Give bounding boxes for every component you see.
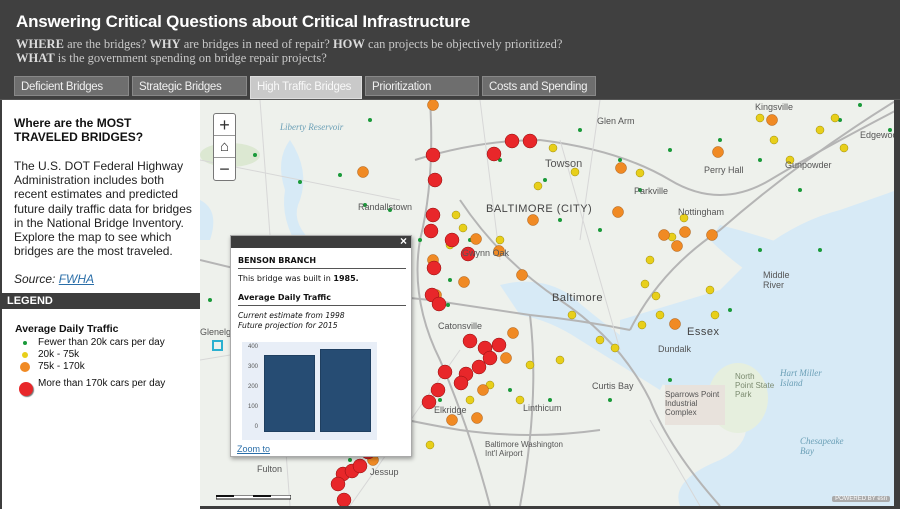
tab-deficient-bridges[interactable]: Deficient Bridges	[14, 76, 129, 96]
sidebar: Where are the MOST TRAVELED BRIDGES? The…	[0, 100, 200, 509]
map-label: Gwynn Oak	[462, 248, 510, 258]
bar-future-projection	[320, 349, 371, 432]
map-label: Hart Miller Island	[780, 368, 822, 388]
map-label: Jessup	[370, 467, 399, 477]
y-tick: 300	[247, 364, 258, 370]
map-basemap	[200, 100, 894, 506]
bridge-markers-very-high	[330, 133, 538, 506]
legend-item-very-high: More than 170k cars per day	[38, 378, 166, 389]
divider	[238, 305, 406, 306]
zoom-controls: + ⌂ −	[213, 113, 236, 181]
map-label: Dundalk	[658, 344, 692, 354]
source-line: Source: FWHA	[14, 272, 95, 286]
subtitle: WHERE are the bridges? WHY are bridges i…	[16, 37, 716, 65]
map-label: Nottingham	[678, 207, 725, 217]
home-button[interactable]: ⌂	[214, 136, 235, 158]
question-heading: Where are the MOST TRAVELED BRIDGES?	[14, 116, 144, 144]
map-label: Parkville	[634, 186, 669, 196]
legend-item-low: Fewer than 20k cars per day	[38, 337, 165, 348]
map-label: BALTIMORE (CITY)	[486, 203, 593, 215]
legend-orange-dot-icon	[20, 362, 30, 372]
map-label: Glen Arm	[597, 116, 635, 126]
map-label: North Point State Park	[735, 372, 775, 399]
traffic-bar-chart: 400 300 200 100 0	[242, 342, 377, 440]
map-label: Randallstown	[358, 202, 413, 212]
map-label: Kingsville	[755, 102, 794, 112]
zoom-to-link[interactable]: Zoom to	[237, 444, 271, 454]
legend-item-high: 75k - 170k	[38, 361, 85, 372]
tab-prioritization[interactable]: Prioritization	[365, 76, 479, 96]
legend-item-medium: 20k - 75k	[38, 349, 80, 360]
app-header: Answering Critical Questions about Criti…	[0, 0, 900, 100]
legend-title: Average Daily Traffic	[15, 323, 119, 335]
tab-strategic-bridges[interactable]: Strategic Bridges	[132, 76, 247, 96]
map-view[interactable]: Liberty Reservoir Randallstown BALTIMORE…	[200, 100, 897, 506]
map-label: Linthicum	[523, 403, 562, 413]
traffic-section-title: Average Daily Traffic	[238, 293, 331, 302]
zoom-in-button[interactable]: +	[214, 114, 235, 136]
built-year-text: This bridge was built in 1985.	[238, 274, 359, 283]
map-label: Baltimore	[552, 292, 603, 304]
powered-by-esri[interactable]: POWERED BY esri	[832, 496, 890, 502]
subtitle-line-2: WHAT is the government spending on bridg…	[16, 51, 327, 65]
y-tick: 400	[247, 344, 258, 350]
map-label: Chesapeake Bay	[800, 436, 844, 456]
bridge-info-popup: × BENSON BRANCH This bridge was built in…	[230, 234, 412, 457]
map-label: Essex	[687, 326, 720, 338]
map-label: Fulton	[257, 464, 283, 474]
bridge-name: BENSON BRANCH	[238, 256, 317, 265]
map-label: Liberty Reservoir	[280, 122, 344, 132]
y-tick: 0	[254, 424, 258, 430]
location-marker-icon	[212, 340, 223, 351]
map-label: Middle River	[763, 270, 790, 290]
bar-current-estimate	[264, 355, 315, 432]
tab-high-traffic-bridges[interactable]: High Traffic Bridges	[250, 76, 362, 99]
map-label: Baltimore Washington Int'l Airport	[485, 440, 563, 458]
legend-header: LEGEND	[2, 293, 200, 309]
description: The U.S. DOT Federal Highway Administrat…	[14, 159, 192, 259]
app-title: Answering Critical Questions about Criti…	[16, 12, 471, 31]
y-tick: 200	[247, 384, 258, 390]
close-icon[interactable]: ×	[399, 234, 407, 248]
map-label: Gunpowder	[785, 160, 832, 170]
map-label: Glenelg	[200, 327, 232, 337]
tab-costs-and-spending[interactable]: Costs and Spending	[482, 76, 596, 96]
legend-green-dot-icon	[23, 341, 27, 345]
popup-titlebar: ×	[231, 234, 411, 248]
chart-note: Current estimate from 1998 Future projec…	[238, 311, 345, 330]
legend-red-dot-icon	[19, 382, 33, 396]
y-tick: 100	[247, 404, 258, 410]
tab-bar: Deficient Bridges Strategic Bridges High…	[14, 76, 599, 99]
map-label: Sparrows Point Industrial Complex	[665, 390, 720, 417]
source-link-fwha[interactable]: FWHA	[58, 272, 95, 286]
map-label: Catonsville	[438, 321, 483, 331]
divider	[238, 268, 406, 269]
subtitle-line-1: WHERE are the bridges? WHY are bridges i…	[16, 37, 563, 51]
map-label: Elkridge	[434, 405, 467, 415]
map-label: Edgewood	[860, 130, 894, 140]
zoom-out-button[interactable]: −	[219, 159, 230, 179]
legend-yellow-dot-icon	[22, 352, 28, 358]
map-label: Perry Hall	[704, 165, 744, 175]
map-label: Curtis Bay	[592, 381, 634, 391]
map-label: Towson	[545, 158, 583, 170]
